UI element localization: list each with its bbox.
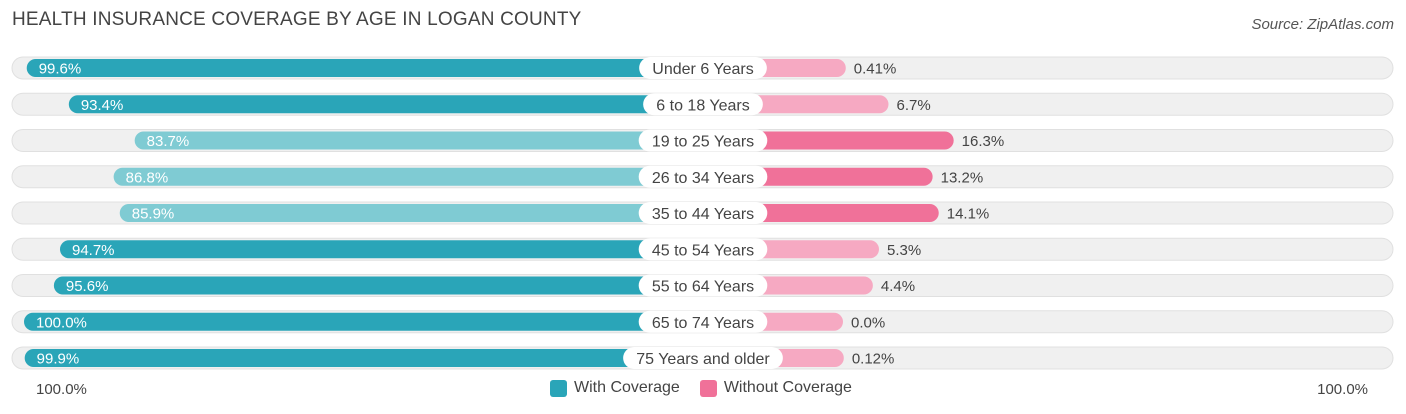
category-pill: [623, 347, 783, 369]
legend-swatch-without-coverage: [699, 379, 717, 397]
chart-title: HEALTH INSURANCE COVERAGE BY AGE IN LOGA…: [12, 9, 582, 30]
label-with-coverage: 100.0%: [36, 314, 87, 331]
axis-left-label: 100.0%: [36, 381, 87, 398]
category-label: 65 to 74 Years: [652, 315, 754, 332]
legend-item-without-coverage: Without Coverage: [699, 379, 852, 397]
legend: With Coverage Without Coverage: [550, 379, 872, 397]
bar-with-coverage: [134, 131, 703, 150]
category-label: 45 to 54 Years: [652, 242, 754, 259]
category-label: 6 to 18 Years: [656, 97, 749, 114]
legend-item-with-coverage: With Coverage: [550, 379, 680, 397]
legend-label-without-coverage: Without Coverage: [723, 379, 852, 396]
legend-label-with-coverage: With Coverage: [574, 379, 680, 396]
category-label: 75 Years and older: [636, 351, 770, 368]
bar-with-coverage: [26, 59, 703, 77]
bar-with-coverage: [24, 349, 703, 367]
label-without-coverage: 5.3%: [887, 242, 921, 259]
label-with-coverage: 94.7%: [72, 242, 115, 259]
label-without-coverage: 4.4%: [881, 278, 915, 295]
category-pill: [638, 129, 768, 152]
category-label: 35 to 44 Years: [652, 206, 754, 223]
chart-source: Source: ZipAtlas.com: [1251, 16, 1394, 33]
label-without-coverage: 16.3%: [962, 133, 1005, 150]
label-without-coverage: 0.12%: [852, 351, 895, 368]
label-with-coverage: 86.8%: [126, 169, 169, 186]
label-without-coverage: 0.0%: [851, 314, 885, 331]
bar-with-coverage: [119, 204, 703, 222]
bar-with-coverage: [68, 95, 703, 114]
category-label: Under 6 Years: [652, 61, 753, 78]
legend-swatch-with-coverage: [550, 379, 567, 397]
label-without-coverage: 13.2%: [941, 169, 984, 186]
axis-right-label: 100.0%: [1317, 381, 1368, 398]
category-pill: [643, 93, 763, 116]
category-pill: [638, 274, 768, 297]
label-without-coverage: 0.41%: [854, 61, 897, 78]
category-pill: [639, 57, 767, 79]
category-pill: [638, 202, 768, 224]
bar-with-coverage: [59, 240, 703, 259]
label-with-coverage: 85.9%: [132, 206, 175, 223]
category-pill: [638, 165, 768, 188]
category-pill: [638, 238, 768, 261]
bar-with-coverage: [53, 276, 704, 295]
category-label: 55 to 64 Years: [652, 279, 754, 296]
bar-with-coverage: [24, 312, 703, 331]
label-with-coverage: 99.9%: [37, 351, 80, 368]
category-label: 19 to 25 Years: [652, 134, 754, 151]
label-with-coverage: 95.6%: [66, 278, 109, 295]
label-with-coverage: 93.4%: [81, 97, 124, 114]
label-with-coverage: 83.7%: [147, 133, 190, 150]
bar-with-coverage: [113, 167, 704, 186]
category-pill: [638, 310, 768, 333]
category-label: 26 to 34 Years: [652, 170, 754, 187]
label-without-coverage: 14.1%: [947, 206, 990, 223]
label-with-coverage: 99.6%: [39, 61, 82, 78]
label-without-coverage: 6.7%: [896, 97, 930, 114]
